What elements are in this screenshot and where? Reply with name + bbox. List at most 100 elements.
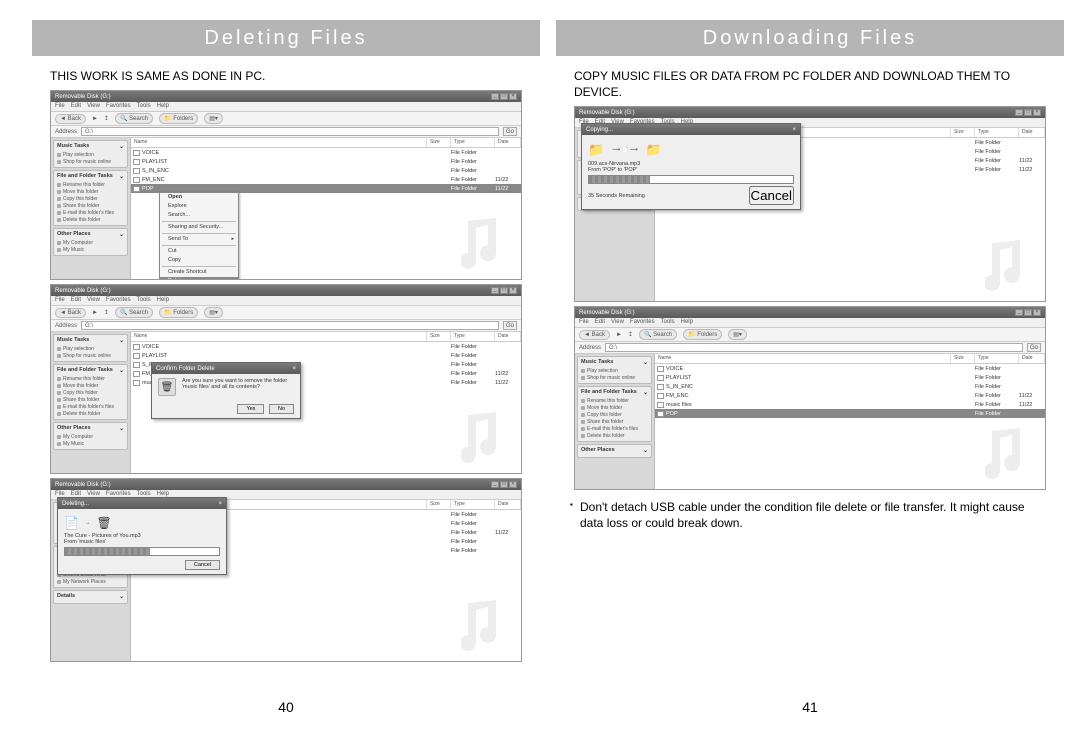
- cancel-button[interactable]: Cancel: [185, 560, 220, 570]
- table-row[interactable]: FM_ENCFile Folder11/22: [655, 391, 1045, 400]
- close-icon[interactable]: ×: [792, 127, 796, 133]
- sidebar-item[interactable]: Rename this folder: [57, 181, 124, 188]
- window-controls[interactable]: _□×: [491, 481, 517, 488]
- close-icon[interactable]: ×: [509, 93, 517, 100]
- col-type[interactable]: Type: [975, 128, 1019, 137]
- menu-tools[interactable]: Tools: [137, 103, 151, 110]
- col-size[interactable]: Size: [951, 128, 975, 137]
- toolbar[interactable]: ◄ Back ► ↥ 🔍 Search 📁 Folders ▤▾: [575, 328, 1045, 342]
- file-list[interactable]: Name Size Type Date VOICEFile FolderPLAY…: [131, 138, 521, 279]
- sidebar-item[interactable]: My Computer: [57, 239, 124, 246]
- back-button[interactable]: ◄ Back: [55, 308, 86, 318]
- file-list[interactable]: Name Size Type Date VOICEFile FolderPLAY…: [131, 332, 521, 473]
- collapse-icon[interactable]: ⌄: [643, 359, 648, 366]
- close-icon[interactable]: ×: [1033, 109, 1041, 116]
- collapse-icon[interactable]: ⌄: [119, 231, 124, 238]
- sidebar-item[interactable]: My Network Places: [57, 578, 124, 585]
- table-row[interactable]: VOICEFile Folder: [131, 148, 521, 157]
- sidebar-item[interactable]: My Computer: [57, 433, 124, 440]
- file-list[interactable]: Name Size Type Date VOICEFile FolderPLAY…: [655, 354, 1045, 489]
- search-button[interactable]: 🔍 Search: [115, 307, 153, 318]
- col-date[interactable]: Date: [1019, 354, 1045, 363]
- table-row[interactable]: PLAYLISTFile Folder: [655, 373, 1045, 382]
- menu-file[interactable]: File: [55, 103, 65, 110]
- folders-button[interactable]: 📁 Folders: [159, 113, 198, 124]
- up-icon[interactable]: ↥: [104, 309, 109, 316]
- context-menu-item[interactable]: Sharing and Security...: [160, 223, 238, 232]
- collapse-icon[interactable]: ⌄: [119, 367, 124, 374]
- sidebar-item[interactable]: Rename this folder: [581, 397, 648, 404]
- collapse-icon[interactable]: ⌄: [119, 337, 124, 344]
- sidebar-item[interactable]: Move this folder: [57, 382, 124, 389]
- menu-file[interactable]: File: [579, 319, 589, 326]
- window-titlebar[interactable]: Removable Disk (G:) _□×: [51, 91, 521, 102]
- address-bar[interactable]: Address G:\ Go: [51, 320, 521, 332]
- address-bar[interactable]: Address G:\ Go: [575, 342, 1045, 354]
- sidebar-item[interactable]: E-mail this folder's files: [57, 209, 124, 216]
- menu-view[interactable]: View: [87, 103, 100, 110]
- table-row[interactable]: S_IN_ENCFile Folder: [655, 382, 1045, 391]
- collapse-icon[interactable]: ⌄: [119, 173, 124, 180]
- col-date[interactable]: Date: [495, 138, 521, 147]
- col-type[interactable]: Type: [451, 138, 495, 147]
- search-button[interactable]: 🔍 Search: [115, 113, 153, 124]
- sidebar-item[interactable]: Move this folder: [581, 404, 648, 411]
- sidebar-item[interactable]: Copy this folder: [57, 195, 124, 202]
- no-button[interactable]: No: [269, 404, 294, 414]
- maximize-icon[interactable]: □: [500, 287, 508, 294]
- minimize-icon[interactable]: _: [491, 93, 499, 100]
- col-name[interactable]: Name: [131, 138, 427, 147]
- context-menu-item[interactable]: Explore: [160, 202, 238, 211]
- fwd-icon[interactable]: ►: [92, 310, 98, 316]
- window-titlebar[interactable]: Removable Disk (G:) _□×: [51, 285, 521, 296]
- col-name[interactable]: Name: [131, 332, 427, 341]
- sidebar-item[interactable]: Play selection: [581, 367, 648, 374]
- sidebar-item[interactable]: Shop for music online: [57, 352, 124, 359]
- table-row[interactable]: music filesFile Folder11/22: [655, 400, 1045, 409]
- collapse-icon[interactable]: ⌄: [119, 143, 124, 150]
- sidebar-item[interactable]: Play selection: [57, 151, 124, 158]
- maximize-icon[interactable]: □: [500, 93, 508, 100]
- window-titlebar[interactable]: Removable Disk (G:) _□×: [575, 107, 1045, 118]
- address-field[interactable]: G:\: [81, 321, 499, 330]
- close-icon[interactable]: ×: [292, 366, 296, 372]
- window-controls[interactable]: _□×: [1015, 109, 1041, 116]
- collapse-icon[interactable]: ⌄: [643, 447, 648, 454]
- menu-favorites[interactable]: Favorites: [106, 297, 131, 304]
- menu-view[interactable]: View: [87, 297, 100, 304]
- up-icon[interactable]: ↥: [628, 331, 633, 338]
- up-icon[interactable]: ↥: [104, 115, 109, 122]
- sidebar-item[interactable]: My Music: [57, 246, 124, 253]
- col-size[interactable]: Size: [951, 354, 975, 363]
- column-headers[interactable]: Name Size Type Date: [655, 354, 1045, 364]
- views-icon[interactable]: ▤▾: [204, 113, 223, 124]
- sidebar-item[interactable]: Copy this folder: [581, 411, 648, 418]
- col-date[interactable]: Date: [1019, 128, 1045, 137]
- table-row[interactable]: VOICEFile Folder: [655, 364, 1045, 373]
- back-button[interactable]: ◄ Back: [579, 330, 610, 340]
- column-headers[interactable]: Name Size Type Date: [131, 138, 521, 148]
- col-date[interactable]: Date: [495, 500, 521, 509]
- toolbar[interactable]: ◄ Back ► ↥ 🔍 Search 📁 Folders ▤▾: [51, 112, 521, 126]
- minimize-icon[interactable]: _: [491, 481, 499, 488]
- sidebar-item[interactable]: Shop for music online: [57, 158, 124, 165]
- collapse-icon[interactable]: ⌄: [643, 389, 648, 396]
- sidebar-item[interactable]: Share this folder: [57, 396, 124, 403]
- col-type[interactable]: Type: [451, 332, 495, 341]
- col-size[interactable]: Size: [427, 500, 451, 509]
- col-date[interactable]: Date: [495, 332, 521, 341]
- context-menu-item[interactable]: Cut: [160, 247, 238, 256]
- menu-edit[interactable]: Edit: [71, 297, 81, 304]
- toolbar[interactable]: ◄ Back ► ↥ 🔍 Search 📁 Folders ▤▾: [51, 306, 521, 320]
- table-row[interactable]: POPFile Folder: [655, 409, 1045, 418]
- go-button[interactable]: Go: [1027, 343, 1041, 352]
- table-row[interactable]: S_IN_ENCFile Folder: [131, 166, 521, 175]
- sidebar-item[interactable]: E-mail this folder's files: [57, 403, 124, 410]
- context-menu[interactable]: OpenExploreSearch...Sharing and Security…: [159, 192, 239, 280]
- window-titlebar[interactable]: Removable Disk (G:) _□×: [575, 307, 1045, 318]
- go-button[interactable]: Go: [503, 127, 517, 136]
- menu-favorites[interactable]: Favorites: [106, 103, 131, 110]
- folders-button[interactable]: 📁 Folders: [683, 329, 722, 340]
- sidebar-item[interactable]: Share this folder: [581, 418, 648, 425]
- sidebar-item[interactable]: Shop for music online: [581, 374, 648, 381]
